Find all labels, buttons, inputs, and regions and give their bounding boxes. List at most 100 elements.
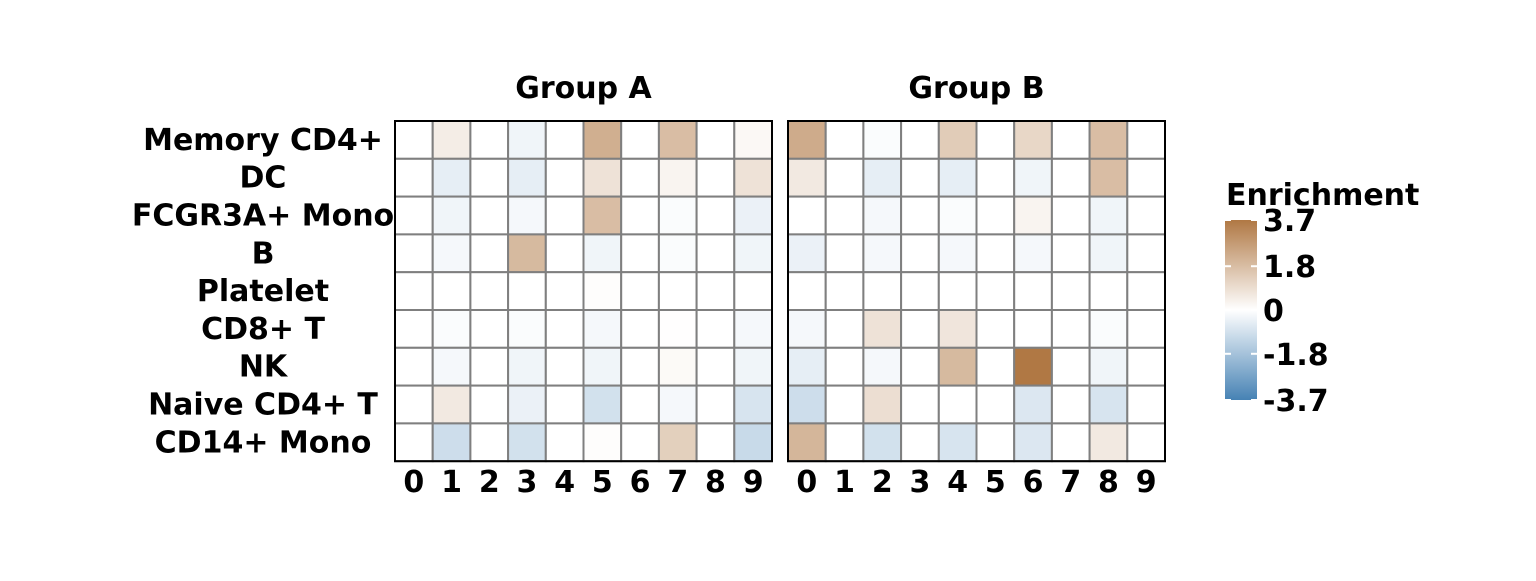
heatmap-cell <box>507 233 547 274</box>
heatmap-cell <box>431 309 472 349</box>
heatmap-cell <box>824 195 865 236</box>
heatmap-cell <box>544 120 585 160</box>
heatmap-cell <box>900 157 940 198</box>
heatmap-cell <box>431 422 472 463</box>
heatmap-cell <box>469 195 510 236</box>
heatmap-cell <box>620 195 660 236</box>
heatmap-cell <box>1013 309 1053 349</box>
panel-title: Group A <box>515 71 652 106</box>
column-label: 4 <box>947 465 968 500</box>
heatmap-cell <box>733 309 773 349</box>
heatmap-cell <box>620 422 660 463</box>
heatmap-cell <box>1050 233 1091 274</box>
heatmap-cell <box>469 422 510 463</box>
legend-tick-label: 3.7 <box>1263 204 1316 239</box>
heatmap-cell <box>620 309 660 349</box>
heatmap-cell <box>394 309 434 349</box>
heatmap-cell <box>469 233 510 274</box>
heatmap-cell <box>1050 157 1091 198</box>
heatmap-cell <box>1126 120 1167 160</box>
row-label: Memory CD4+ <box>143 123 383 158</box>
heatmap-cell <box>900 384 940 425</box>
heatmap-cell <box>394 346 434 387</box>
heatmap-cell <box>1088 309 1129 349</box>
heatmap-cell <box>657 233 698 274</box>
heatmap-cell <box>1050 309 1091 349</box>
heatmap-cell <box>824 346 865 387</box>
heatmap-cell <box>1126 271 1167 312</box>
legend-tick-label: -1.8 <box>1263 338 1329 373</box>
heatmap-cell <box>695 157 736 198</box>
heatmap-cell <box>394 422 434 463</box>
heatmap-cell <box>862 157 903 198</box>
heatmap-cell <box>1013 422 1053 463</box>
heatmap-cell <box>1088 271 1129 312</box>
column-label: 1 <box>441 465 462 500</box>
heatmap-cell <box>824 157 865 198</box>
legend-tick-label: 0 <box>1263 294 1284 329</box>
heatmap-cell <box>582 195 623 236</box>
heatmap-cell <box>787 271 827 312</box>
heatmap-cell <box>937 195 978 236</box>
column-label: 8 <box>705 465 726 500</box>
column-label: 5 <box>985 465 1006 500</box>
heatmap-cell <box>1013 271 1053 312</box>
heatmap-cell <box>824 233 865 274</box>
row-label: B <box>252 236 275 271</box>
heatmap-cell <box>824 422 865 463</box>
heatmap-cell <box>900 422 940 463</box>
column-label: 7 <box>1060 465 1081 500</box>
heatmap-cell <box>1013 346 1053 387</box>
heatmap-cell <box>394 233 434 274</box>
heatmap-cell <box>862 346 903 387</box>
heatmap-cell <box>507 384 547 425</box>
heatmap-cell <box>657 384 698 425</box>
heatmap-cell <box>1126 346 1167 387</box>
panel-title: Group B <box>908 71 1044 106</box>
heatmap-cell <box>620 271 660 312</box>
heatmap-cell <box>733 422 773 463</box>
heatmap-cell <box>657 346 698 387</box>
heatmap-cell <box>544 346 585 387</box>
heatmap-cell <box>431 384 472 425</box>
heatmap-cell <box>1013 195 1053 236</box>
heatmap-cell <box>1088 157 1129 198</box>
heatmap-cell <box>937 233 978 274</box>
heatmap-cell <box>1050 422 1091 463</box>
heatmap-cell <box>862 384 903 425</box>
heatmap-cell <box>620 233 660 274</box>
heatmap-cell <box>975 195 1016 236</box>
column-label: 0 <box>796 465 817 500</box>
column-label: 1 <box>834 465 855 500</box>
heatmap-cell <box>695 233 736 274</box>
heatmap-cell <box>431 346 472 387</box>
heatmap-cell <box>507 422 547 463</box>
heatmap-cell <box>733 271 773 312</box>
heatmap-cell <box>620 384 660 425</box>
heatmap-cell <box>862 195 903 236</box>
panel-border <box>394 120 773 463</box>
heatmap-cell <box>582 120 623 160</box>
heatmap-cell <box>695 120 736 160</box>
column-label: 2 <box>479 465 500 500</box>
heatmap-cell <box>787 157 827 198</box>
heatmap-cell <box>824 120 865 160</box>
heatmap-cell <box>657 195 698 236</box>
heatmap-cell <box>1013 120 1053 160</box>
row-label: DC <box>240 161 287 196</box>
heatmap-cell <box>507 120 547 160</box>
heatmap-cell <box>1126 233 1167 274</box>
heatmap-cell <box>431 271 472 312</box>
heatmap-cell <box>544 233 585 274</box>
heatmap-cell <box>900 346 940 387</box>
heatmap-cell <box>1126 384 1167 425</box>
heatmap-cell <box>975 384 1016 425</box>
heatmap-cell <box>900 120 940 160</box>
heatmap-cell <box>431 157 472 198</box>
heatmap-cell <box>657 309 698 349</box>
heatmap-cell <box>787 346 827 387</box>
heatmap-cell <box>544 422 585 463</box>
heatmap-cell <box>394 195 434 236</box>
heatmap-cell <box>544 157 585 198</box>
